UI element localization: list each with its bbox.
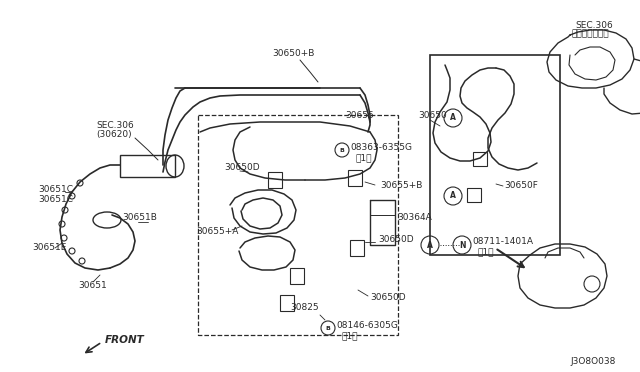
- Text: B: B: [326, 326, 330, 330]
- Text: 30655+A: 30655+A: [196, 228, 238, 237]
- Text: A: A: [450, 113, 456, 122]
- Text: 08146-6305G: 08146-6305G: [336, 321, 398, 330]
- Text: 30650D: 30650D: [378, 235, 413, 244]
- Text: (30620): (30620): [96, 131, 132, 140]
- Text: （３０６１０）: （３０６１０）: [572, 29, 610, 38]
- Text: 08711-1401A: 08711-1401A: [472, 237, 533, 247]
- Text: J3O8O038: J3O8O038: [570, 357, 616, 366]
- Text: N: N: [459, 241, 465, 250]
- Text: 30650: 30650: [418, 110, 447, 119]
- Text: A: A: [450, 192, 456, 201]
- Bar: [473, 152, 487, 166]
- Bar: [350, 240, 364, 256]
- Text: 〈1〉: 〈1〉: [478, 247, 495, 257]
- Text: 〈1〉: 〈1〉: [342, 331, 358, 340]
- Text: 30364A: 30364A: [397, 214, 432, 222]
- Text: 08363-6355G: 08363-6355G: [350, 144, 412, 153]
- Text: 30651B: 30651B: [122, 214, 157, 222]
- Text: 30650D: 30650D: [370, 294, 406, 302]
- Text: 30650+B: 30650+B: [272, 48, 314, 58]
- Text: SEC.306: SEC.306: [96, 121, 134, 129]
- Text: SEC.306: SEC.306: [575, 20, 612, 29]
- Text: 30825: 30825: [290, 304, 319, 312]
- Bar: [430, 55, 560, 255]
- Text: FRONT: FRONT: [105, 335, 145, 345]
- Text: 30650F: 30650F: [504, 180, 538, 189]
- Bar: [268, 172, 282, 188]
- Text: 30650D: 30650D: [224, 164, 260, 173]
- Bar: [290, 268, 304, 284]
- Bar: [120, 155, 175, 177]
- Text: 30655+B: 30655+B: [380, 180, 422, 189]
- Text: 30651E: 30651E: [32, 244, 67, 253]
- Text: B: B: [340, 148, 344, 153]
- Bar: [348, 170, 362, 186]
- Bar: [467, 188, 481, 202]
- Text: A: A: [427, 241, 433, 250]
- Bar: [198, 115, 398, 335]
- Bar: [280, 295, 294, 311]
- Text: 30651C: 30651C: [38, 186, 73, 195]
- Text: 30655: 30655: [345, 110, 374, 119]
- Text: 30651: 30651: [78, 280, 107, 289]
- Text: 〈1〉: 〈1〉: [356, 154, 372, 163]
- Text: 30651C: 30651C: [38, 196, 73, 205]
